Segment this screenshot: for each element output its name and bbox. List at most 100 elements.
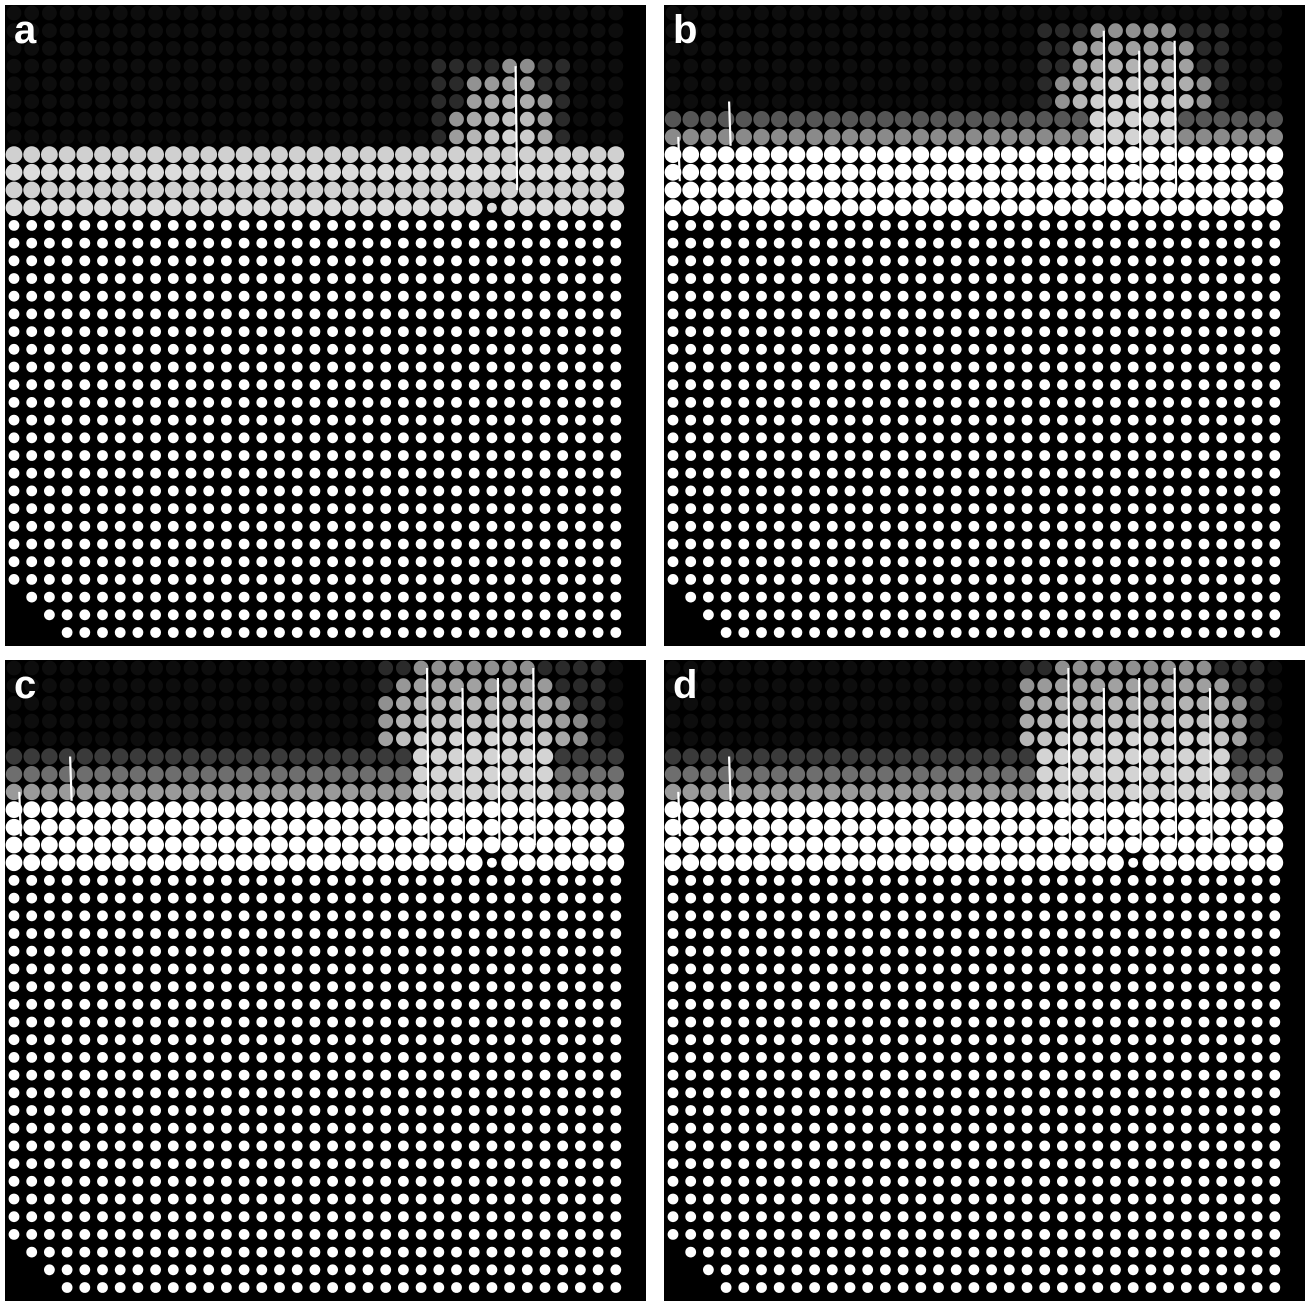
- surface-particle: [94, 818, 111, 836]
- substrate-particle: [738, 928, 750, 939]
- substrate-particle: [150, 1246, 162, 1258]
- surface-particle: [483, 181, 501, 199]
- substrate-particle: [1057, 1158, 1068, 1169]
- surface-particle: [700, 146, 717, 164]
- substrate-particle: [826, 1229, 838, 1240]
- substrate-particle: [756, 520, 767, 532]
- surface-particle: [377, 836, 395, 854]
- substrate-particle: [362, 414, 374, 426]
- substrate-particle: [380, 1229, 392, 1240]
- background-particle: [736, 696, 752, 711]
- substrate-particle: [592, 467, 604, 479]
- background-particle: [860, 76, 876, 92]
- background-particle: [1108, 696, 1123, 711]
- substrate-particle: [362, 1016, 374, 1028]
- background-particle: [824, 58, 840, 74]
- background-particle: [165, 731, 181, 747]
- substrate-particle: [826, 273, 838, 284]
- substrate-particle: [1110, 290, 1121, 302]
- substrate-particle: [1057, 591, 1068, 603]
- substrate-particle: [592, 928, 604, 939]
- surface-particle: [735, 766, 752, 783]
- background-particle: [1143, 5, 1159, 21]
- substrate-particle: [738, 627, 750, 638]
- background-particle: [948, 5, 964, 21]
- background-particle: [201, 58, 217, 74]
- background-particle: [6, 41, 22, 56]
- substrate-particle: [986, 591, 997, 603]
- substrate-particle: [685, 1016, 697, 1028]
- substrate-particle: [1110, 255, 1121, 267]
- background-particle: [59, 111, 75, 127]
- substrate-particle: [1074, 1016, 1086, 1028]
- background-particle: [130, 41, 146, 56]
- substrate-particle: [1127, 1034, 1139, 1046]
- background-particle: [842, 76, 858, 92]
- substrate-particle: [150, 981, 162, 992]
- substrate-particle: [968, 503, 980, 514]
- substrate-particle: [274, 1229, 285, 1240]
- surface-particle: [930, 801, 947, 818]
- substrate-particle: [150, 503, 162, 514]
- substrate-particle: [557, 1016, 569, 1028]
- substrate-particle: [203, 503, 215, 514]
- substrate-particle: [61, 1282, 73, 1293]
- substrate-particle: [933, 414, 944, 426]
- background-particle: [413, 660, 429, 676]
- substrate-particle: [1198, 1087, 1210, 1099]
- substrate-particle: [1269, 237, 1281, 249]
- background-particle: [378, 660, 394, 676]
- substrate-particle: [557, 1282, 569, 1293]
- substrate-particle: [610, 520, 622, 532]
- substrate-particle: [1092, 1193, 1104, 1205]
- surface-particle: [841, 748, 859, 765]
- substrate-particle: [809, 591, 820, 603]
- surface-particle: [58, 766, 76, 783]
- substrate-particle: [150, 1052, 162, 1063]
- background-particle: [77, 5, 93, 21]
- substrate-particle: [1057, 910, 1068, 922]
- substrate-particle: [114, 1052, 126, 1063]
- substrate-particle: [1127, 432, 1139, 444]
- substrate-particle: [468, 308, 480, 320]
- substrate-particle: [539, 591, 551, 603]
- surface-particle: [682, 146, 700, 164]
- substrate-particle: [1039, 255, 1051, 267]
- substrate-particle: [826, 556, 838, 568]
- surface-particle: [1160, 181, 1177, 199]
- surface-particle: [682, 854, 700, 872]
- substrate-particle: [1074, 627, 1086, 638]
- substrate-particle: [809, 1122, 820, 1134]
- surface-particle: [41, 818, 58, 836]
- substrate-particle: [667, 892, 679, 904]
- background-particle: [413, 713, 429, 729]
- substrate-particle: [344, 397, 356, 408]
- substrate-particle: [362, 255, 374, 267]
- substrate-particle: [897, 432, 909, 444]
- substrate-particle: [880, 1211, 891, 1223]
- background-particle: [966, 731, 982, 747]
- surface-particle: [200, 163, 218, 181]
- surface-particle: [359, 854, 377, 872]
- substrate-particle: [844, 1034, 856, 1046]
- substrate-particle: [26, 450, 38, 461]
- surface-particle: [395, 801, 412, 818]
- substrate-particle: [1163, 1246, 1174, 1258]
- substrate-particle: [274, 998, 285, 1010]
- substrate-particle: [986, 361, 997, 373]
- substrate-particle: [44, 1140, 55, 1152]
- substrate-particle: [1180, 1193, 1192, 1205]
- background-particle: [484, 731, 500, 747]
- substrate-particle: [1021, 1034, 1033, 1046]
- substrate-particle: [1021, 220, 1033, 231]
- background-particle: [183, 696, 199, 711]
- substrate-particle: [667, 450, 679, 461]
- surface-particle: [735, 146, 753, 164]
- background-particle: [183, 660, 199, 676]
- substrate-particle: [415, 467, 427, 479]
- background-particle: [573, 5, 588, 21]
- substrate-particle: [897, 1158, 909, 1169]
- background-particle: [1214, 23, 1230, 39]
- substrate-particle: [79, 1193, 91, 1205]
- substrate-particle: [327, 1246, 338, 1258]
